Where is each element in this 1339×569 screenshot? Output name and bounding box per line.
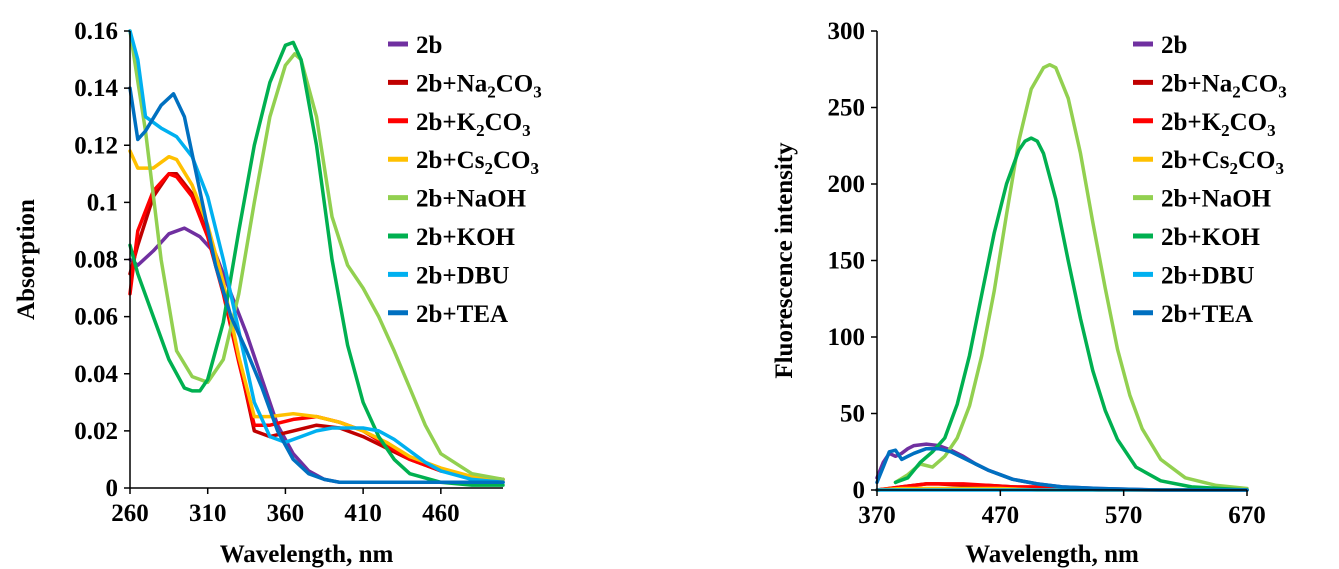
legend-label: 2b+DBU — [1161, 262, 1254, 289]
legend-label: 2b+Na2CO3 — [1161, 70, 1287, 101]
y-tick-label: 300 — [828, 18, 866, 45]
x-axis-label: Wavelength, nm — [220, 541, 394, 568]
y-tick-label: 0.04 — [74, 361, 118, 388]
y-tick-label: 150 — [828, 248, 866, 275]
legend-label: 2b — [416, 32, 442, 59]
x-tick-label: 410 — [344, 500, 382, 527]
legend-label: 2b+Na2CO3 — [416, 70, 542, 101]
x-tick-label: 360 — [267, 500, 305, 527]
y-tick-label: 0 — [106, 475, 119, 502]
series-line-6 — [128, 29, 505, 485]
y-tick-label: 100 — [828, 324, 866, 351]
y-tick-label: 0 — [853, 477, 866, 504]
legend-label: 2b+Cs2CO3 — [416, 147, 539, 178]
x-tick-label: 370 — [858, 502, 896, 529]
y-tick-label: 0.06 — [74, 304, 118, 331]
legend-label: 2b+DBU — [416, 262, 509, 289]
y-tick-label: 0.12 — [74, 132, 118, 159]
y-axis-label: Fluorescence intensity — [771, 142, 798, 379]
series-line-4 — [893, 62, 1249, 491]
y-tick-label: 0.1 — [87, 189, 118, 216]
y-axis-label: Absorption — [13, 199, 40, 320]
y-tick-label: 0.16 — [74, 18, 118, 45]
x-tick-label: 670 — [1228, 502, 1266, 529]
legend-label: 2b+NaOH — [416, 186, 527, 213]
legend-label: 2b+K2CO3 — [416, 109, 531, 140]
legend-label: 2b+K2CO3 — [1161, 109, 1276, 140]
absorption-panel: 0 0.02 0.04 0.06 0.08 0.1 0.12 0.14 0.16 260 310 36… — [13, 18, 542, 568]
x-tick-label: 460 — [422, 500, 460, 527]
series-line-4 — [128, 29, 505, 482]
series-line-5 — [128, 40, 505, 487]
legend-label: 2b+TEA — [1161, 301, 1253, 328]
fluorescence-panel: 0 50 100 150 200 250 300 370 470 570 670 Wavelength… — [771, 18, 1287, 568]
y-tick-label: 0.14 — [74, 75, 118, 102]
x-tick-label: 260 — [111, 500, 149, 527]
series-lines — [128, 29, 505, 487]
y-tick-label: 200 — [828, 171, 866, 198]
series-line-7 — [875, 446, 1249, 492]
legend-label: 2b+Cs2CO3 — [1161, 147, 1284, 178]
y-tick-label: 0.02 — [74, 418, 118, 445]
y-tick-label: 50 — [840, 401, 865, 428]
y-tick-label: 250 — [828, 95, 866, 122]
x-axis-label: Wavelength, nm — [965, 541, 1139, 568]
series-line-2 — [128, 172, 505, 482]
legend-label: 2b+TEA — [416, 301, 508, 328]
legend-label: 2b+KOH — [1161, 224, 1261, 251]
legend: 2b 2b+Na2CO3 2b+K2CO3 2b+Cs2CO3 2b+NaOH 2b+KO… — [1133, 32, 1287, 328]
x-tick-label: 570 — [1105, 502, 1143, 529]
x-tick-label: 310 — [189, 500, 227, 527]
series-line-7 — [128, 86, 505, 485]
x-tick-label: 470 — [982, 502, 1020, 529]
legend: 2b 2b+Na2CO3 2b+K2CO3 2b+Cs2CO3 2b+NaOH 2b+KO… — [388, 32, 542, 328]
y-tick-label: 0.08 — [74, 247, 118, 274]
series-line-5 — [893, 136, 1249, 492]
legend-label: 2b+NaOH — [1161, 186, 1272, 213]
legend-label: 2b — [1161, 32, 1187, 59]
legend-label: 2b+KOH — [416, 224, 516, 251]
